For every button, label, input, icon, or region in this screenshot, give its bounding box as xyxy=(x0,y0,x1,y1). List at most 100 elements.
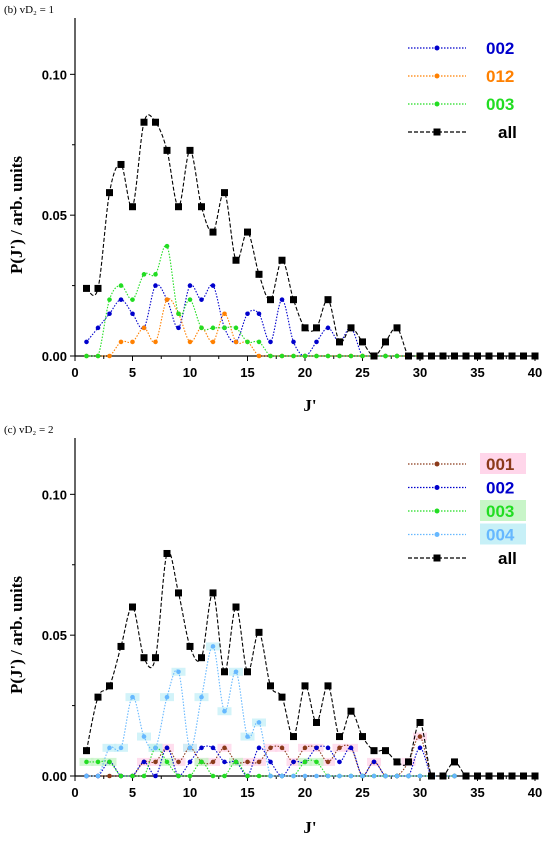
data-point-001 xyxy=(302,745,308,751)
data-point-all xyxy=(370,352,378,360)
x-tick-label: 15 xyxy=(240,785,254,800)
data-point-003 xyxy=(118,283,124,288)
data-point-003 xyxy=(360,353,365,359)
x-tick-label: 5 xyxy=(129,365,136,380)
x-tick-label: 0 xyxy=(71,365,78,380)
data-point-all xyxy=(244,668,251,676)
data-point-all xyxy=(83,747,90,755)
data-point-all xyxy=(485,772,493,780)
data-point-all xyxy=(186,642,194,650)
legend-label: 001 xyxy=(486,455,514,474)
data-point-all xyxy=(416,718,424,726)
legend-label: 002 xyxy=(486,39,514,58)
data-point-003 xyxy=(245,339,250,345)
data-point-all xyxy=(232,603,240,611)
data-point-all xyxy=(347,324,355,332)
data-point-004 xyxy=(279,773,285,779)
data-point-002 xyxy=(187,283,193,288)
legend-label: 002 xyxy=(486,479,514,498)
data-point-001 xyxy=(337,745,342,751)
data-point-003 xyxy=(210,773,216,779)
data-point-all xyxy=(255,628,263,636)
data-point-all xyxy=(428,772,435,780)
data-point-all xyxy=(106,189,113,197)
x-tick-label: 15 xyxy=(240,365,254,380)
data-point-004 xyxy=(187,745,193,751)
data-point-012 xyxy=(222,311,227,317)
data-point-004 xyxy=(256,720,262,725)
data-point-004 xyxy=(394,773,400,779)
data-point-all xyxy=(198,203,205,211)
data-point-all xyxy=(428,352,435,360)
data-point-all xyxy=(290,296,297,304)
data-point-003 xyxy=(279,353,285,359)
data-point-all xyxy=(382,747,389,755)
series-line-003 xyxy=(86,244,420,357)
data-point-004 xyxy=(371,773,377,779)
data-point-004 xyxy=(337,773,342,779)
data-point-all xyxy=(531,352,539,360)
data-point-002 xyxy=(141,759,147,765)
data-point-001 xyxy=(210,759,216,765)
data-point-002 xyxy=(164,745,170,751)
x-tick-label: 30 xyxy=(413,785,427,800)
data-point-002 xyxy=(314,339,319,345)
data-point-012 xyxy=(153,339,158,345)
data-point-004 xyxy=(302,773,308,779)
data-point-all xyxy=(267,682,274,690)
data-point-all xyxy=(94,284,102,292)
data-point-002 xyxy=(337,759,342,765)
data-point-004 xyxy=(118,745,124,751)
data-point-all xyxy=(175,203,182,211)
data-point-004 xyxy=(164,694,170,700)
x-tick-label: 10 xyxy=(183,785,197,800)
data-point-all xyxy=(117,160,125,168)
data-point-all xyxy=(313,324,320,332)
data-point-003 xyxy=(95,759,101,765)
data-point-003 xyxy=(233,325,239,331)
data-point-002 xyxy=(291,759,296,765)
data-point-003 xyxy=(164,759,170,765)
legend-marker xyxy=(434,508,440,514)
data-point-all xyxy=(393,324,401,332)
data-point-all xyxy=(186,146,194,154)
data-point-002 xyxy=(118,297,124,302)
data-point-002 xyxy=(268,759,273,765)
data-point-002 xyxy=(187,759,193,765)
data-point-all xyxy=(474,772,481,780)
legend-label: all xyxy=(498,549,517,568)
data-point-all xyxy=(129,203,136,211)
data-point-003 xyxy=(256,773,262,779)
data-point-all xyxy=(520,352,527,360)
data-point-001 xyxy=(222,745,227,751)
data-point-003 xyxy=(84,759,89,765)
data-point-all xyxy=(359,733,366,741)
x-tick-label: 10 xyxy=(183,365,197,380)
data-point-004 xyxy=(210,644,216,649)
data-point-004 xyxy=(360,773,365,779)
y-axis-title: P(J') / arb. units xyxy=(7,576,26,694)
data-point-all xyxy=(313,718,320,726)
data-point-012 xyxy=(233,339,239,345)
data-point-all xyxy=(462,772,470,780)
chart-panel-b: (b) vD₂ = 1 P(J') / arb. units J' 0 5 10 15… xyxy=(4,4,542,415)
x-tick-label: 0 xyxy=(71,785,78,800)
data-point-002 xyxy=(268,339,273,345)
x-tick-label: 40 xyxy=(528,365,542,380)
data-point-all xyxy=(508,352,516,360)
data-point-all xyxy=(278,256,286,264)
data-point-003 xyxy=(394,353,400,359)
legend-marker xyxy=(434,101,440,107)
data-point-004 xyxy=(406,773,411,779)
data-point-003 xyxy=(222,325,227,331)
data-point-004 xyxy=(95,773,101,779)
data-point-all xyxy=(451,758,458,766)
data-point-001 xyxy=(153,759,158,765)
data-point-all xyxy=(278,693,286,701)
data-point-012 xyxy=(107,353,112,359)
data-point-all xyxy=(301,324,309,332)
series-line-all xyxy=(85,550,535,777)
data-point-003 xyxy=(164,243,170,249)
data-point-002 xyxy=(348,745,354,751)
